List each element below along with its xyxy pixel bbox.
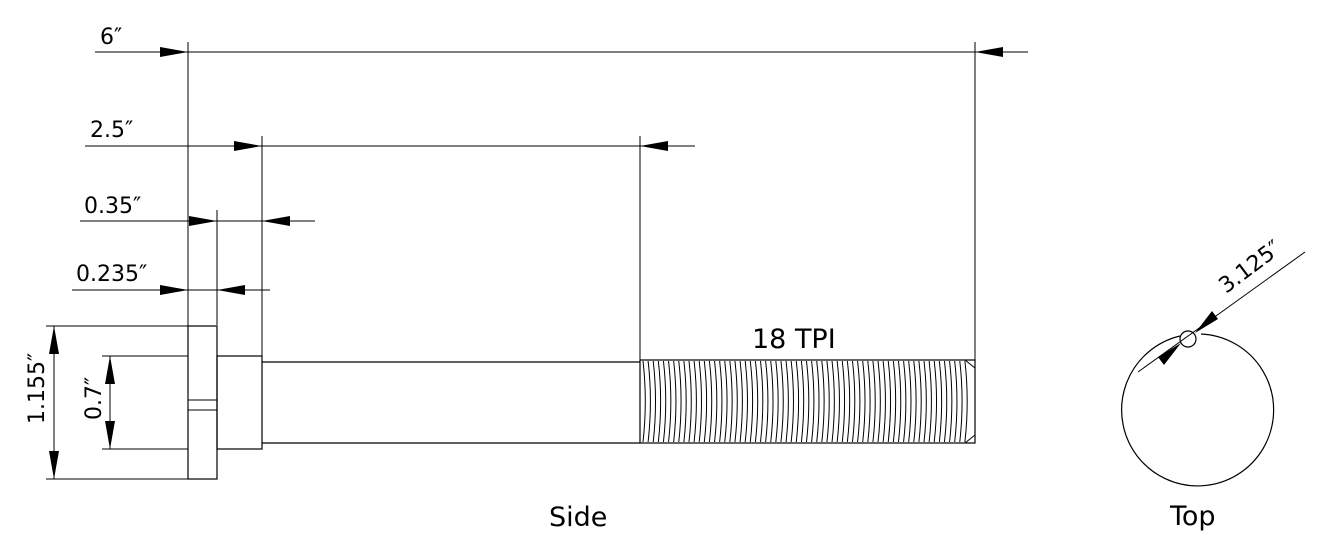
thread-line — [800, 360, 805, 443]
thread-line — [678, 360, 682, 443]
thread-line — [841, 360, 846, 443]
dim-shank-length: 2.5″ — [85, 118, 695, 360]
thread-line — [872, 360, 876, 443]
thread-line — [846, 360, 851, 443]
thread-line — [821, 360, 825, 443]
thread-line — [851, 360, 856, 443]
thread-lines — [642, 360, 968, 443]
thread-line — [826, 360, 830, 443]
bolt-top-view: 3.125″ — [1121, 236, 1306, 487]
thread-line — [923, 360, 927, 443]
thread-line — [816, 360, 820, 443]
thread-line — [780, 360, 784, 443]
thread-line — [887, 360, 892, 443]
thread-line — [908, 360, 912, 443]
bolt-head-body — [216, 355, 263, 450]
thread-line — [724, 360, 728, 443]
thread-line — [785, 360, 789, 443]
dim-head-height-label: 0.35″ — [84, 194, 141, 219]
thread-line — [765, 360, 769, 443]
thread-line — [831, 360, 835, 443]
thread-line — [770, 360, 774, 443]
bolt-head-flange — [187, 325, 218, 480]
thread-line — [775, 360, 779, 443]
side-view-label: Side — [549, 502, 607, 533]
thread-line — [754, 360, 759, 443]
thread-line — [892, 360, 897, 443]
thread-line — [862, 360, 866, 443]
thread-line — [703, 360, 708, 443]
thread-line — [836, 360, 840, 443]
dim-shank-diameter-label: 0.7″ — [82, 377, 107, 420]
thread-line — [938, 360, 943, 443]
thread-line — [882, 360, 886, 443]
thread-line — [729, 360, 733, 443]
thread-line — [959, 360, 963, 443]
thread-line — [657, 360, 662, 443]
thread-line — [662, 360, 667, 443]
thread-line — [811, 360, 815, 443]
thread-line — [642, 360, 646, 443]
thread-line — [933, 360, 938, 443]
thread-line — [734, 360, 738, 443]
thread-line — [652, 360, 657, 443]
thread-line — [943, 360, 948, 443]
thread-line — [913, 360, 917, 443]
dim-head-diameter: 1.155″ — [25, 325, 188, 480]
top-view-label: Top — [1169, 501, 1216, 532]
thread-line — [647, 360, 651, 443]
dim-head-flange-label: 0.235″ — [76, 262, 147, 287]
top-view-hole — [1179, 330, 1197, 348]
thread-line — [693, 360, 697, 443]
bolt-side-view: 18 TPI — [187, 324, 976, 480]
dim-head-flange: 0.235″ — [72, 210, 270, 325]
thread-line — [795, 360, 800, 443]
dim-top-diameter-label: 3.125″ — [1215, 236, 1287, 299]
thread-line — [714, 360, 718, 443]
thread-line — [918, 360, 922, 443]
dim-shank-diameter: 0.7″ — [82, 355, 188, 450]
dim-overall-length: 6″ — [95, 25, 1028, 360]
thread-line — [749, 360, 754, 443]
thread-line — [673, 360, 677, 443]
thread-line — [668, 360, 672, 443]
thread-line — [688, 360, 692, 443]
thread-line — [949, 360, 953, 443]
thread-line — [744, 360, 748, 443]
thread-line — [857, 360, 861, 443]
thread-line — [877, 360, 881, 443]
dim-shank-length-label: 2.5″ — [90, 118, 133, 143]
thread-line — [790, 360, 794, 443]
thread-line — [928, 360, 932, 443]
dim-overall-length-label: 6″ — [100, 25, 122, 50]
thread-line — [708, 360, 713, 443]
thread-line — [903, 360, 907, 443]
top-view-circle — [1121, 333, 1275, 487]
thread-line — [954, 360, 958, 443]
thread-line — [897, 360, 902, 443]
thread-line — [867, 360, 871, 443]
thread-line — [964, 360, 968, 443]
bolt-threaded-section — [639, 359, 976, 444]
thread-line — [719, 360, 723, 443]
thread-line — [806, 360, 810, 443]
thread-line — [739, 360, 743, 443]
thread-line — [698, 360, 703, 443]
thread-label: 18 TPI — [752, 324, 836, 355]
dim-head-diameter-label: 1.155″ — [25, 353, 50, 424]
thread-line — [683, 360, 687, 443]
dim-head-height: 0.35″ — [80, 194, 315, 226]
thread-line — [760, 360, 764, 443]
